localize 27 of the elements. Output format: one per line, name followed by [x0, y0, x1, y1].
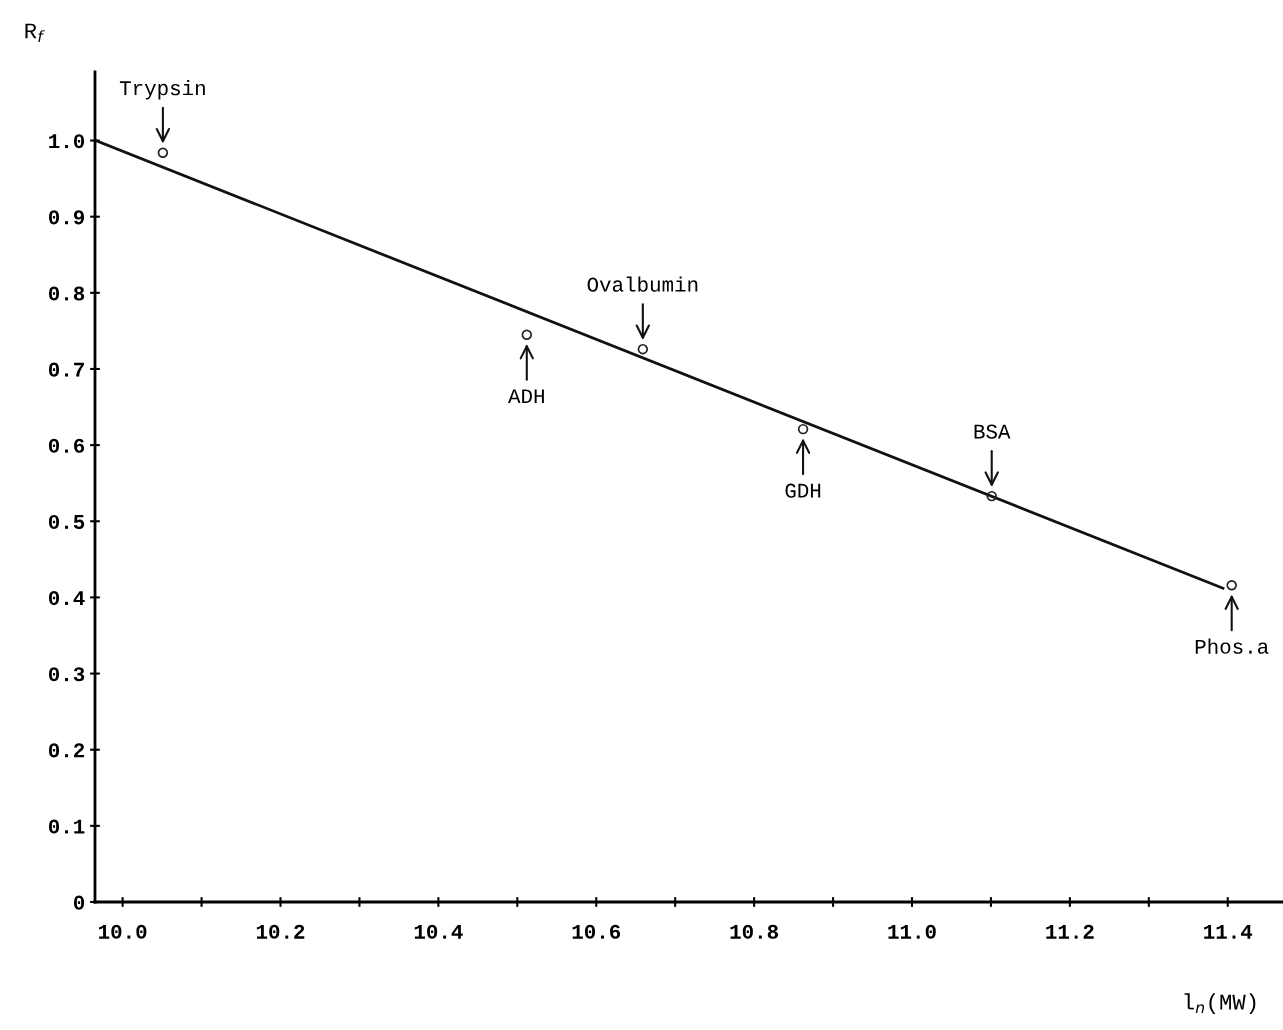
x-tick-label: 10.4: [414, 924, 463, 939]
annotation: GDH: [785, 483, 821, 498]
y-tick-label: 0.3: [48, 667, 85, 682]
y-tick-label: 0.7: [48, 362, 84, 377]
x-tick-label: 10.0: [99, 924, 147, 939]
annotation: Trypsin: [119, 79, 205, 100]
x-tick-label: 11.2: [1046, 924, 1094, 939]
y-tick-label: 0.6: [48, 438, 85, 453]
x-axis-title: l$_{n}$(MW): [1184, 993, 1256, 1015]
x-tick-label: 10.8: [730, 924, 779, 939]
y-tick-label: 0.8: [48, 286, 85, 301]
annotation: Phos.a: [1195, 638, 1269, 654]
y-tick-label: 0.5: [48, 514, 85, 530]
y-tick-label: 0.9: [48, 210, 85, 225]
x-tick-label: 10.2: [256, 924, 305, 939]
x-tick-label: 10.6: [572, 924, 621, 939]
x-tick-label: 11.4: [1204, 924, 1253, 939]
x-tick-label: 11.0: [888, 924, 936, 939]
annotation: ADH: [508, 389, 544, 404]
y-axis-title: R$_{f}$: [25, 23, 45, 42]
y-tick-label: 1.0: [49, 134, 85, 149]
y-tick-label: 0.2: [48, 743, 85, 758]
y-tick-label: 0: [73, 895, 85, 910]
y-tick-label: 0.1: [48, 819, 85, 834]
y-tick-label: 0.4: [48, 591, 85, 606]
annotation: Ovalbumin: [587, 276, 698, 292]
annotation: BSA: [974, 424, 1011, 439]
